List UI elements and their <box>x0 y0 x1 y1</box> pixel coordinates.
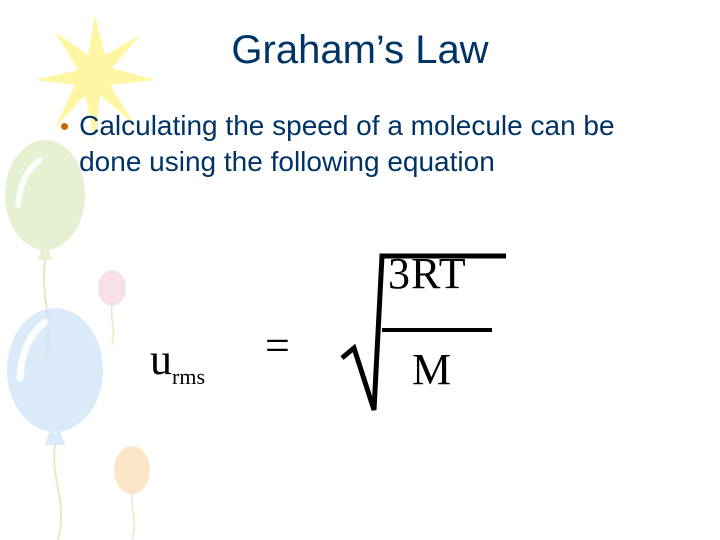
slide-title: Graham’s Law <box>0 28 720 73</box>
equation-denominator: M <box>412 344 451 395</box>
bullet-text: Calculating the speed of a molecule can … <box>79 108 670 180</box>
bullet-item: • Calculating the speed of a molecule ca… <box>60 108 670 180</box>
slide: Graham’s Law • Calculating the speed of … <box>0 0 720 540</box>
fraction-bar <box>382 328 492 332</box>
equation-lhs: urms <box>150 334 205 390</box>
equals-sign: = <box>265 320 290 371</box>
equation: urms = 3RT M <box>150 250 510 430</box>
bullet-marker: • <box>60 108 69 144</box>
equation-numerator: 3RT <box>388 248 467 299</box>
sqrt-expression: 3RT M <box>340 250 510 420</box>
